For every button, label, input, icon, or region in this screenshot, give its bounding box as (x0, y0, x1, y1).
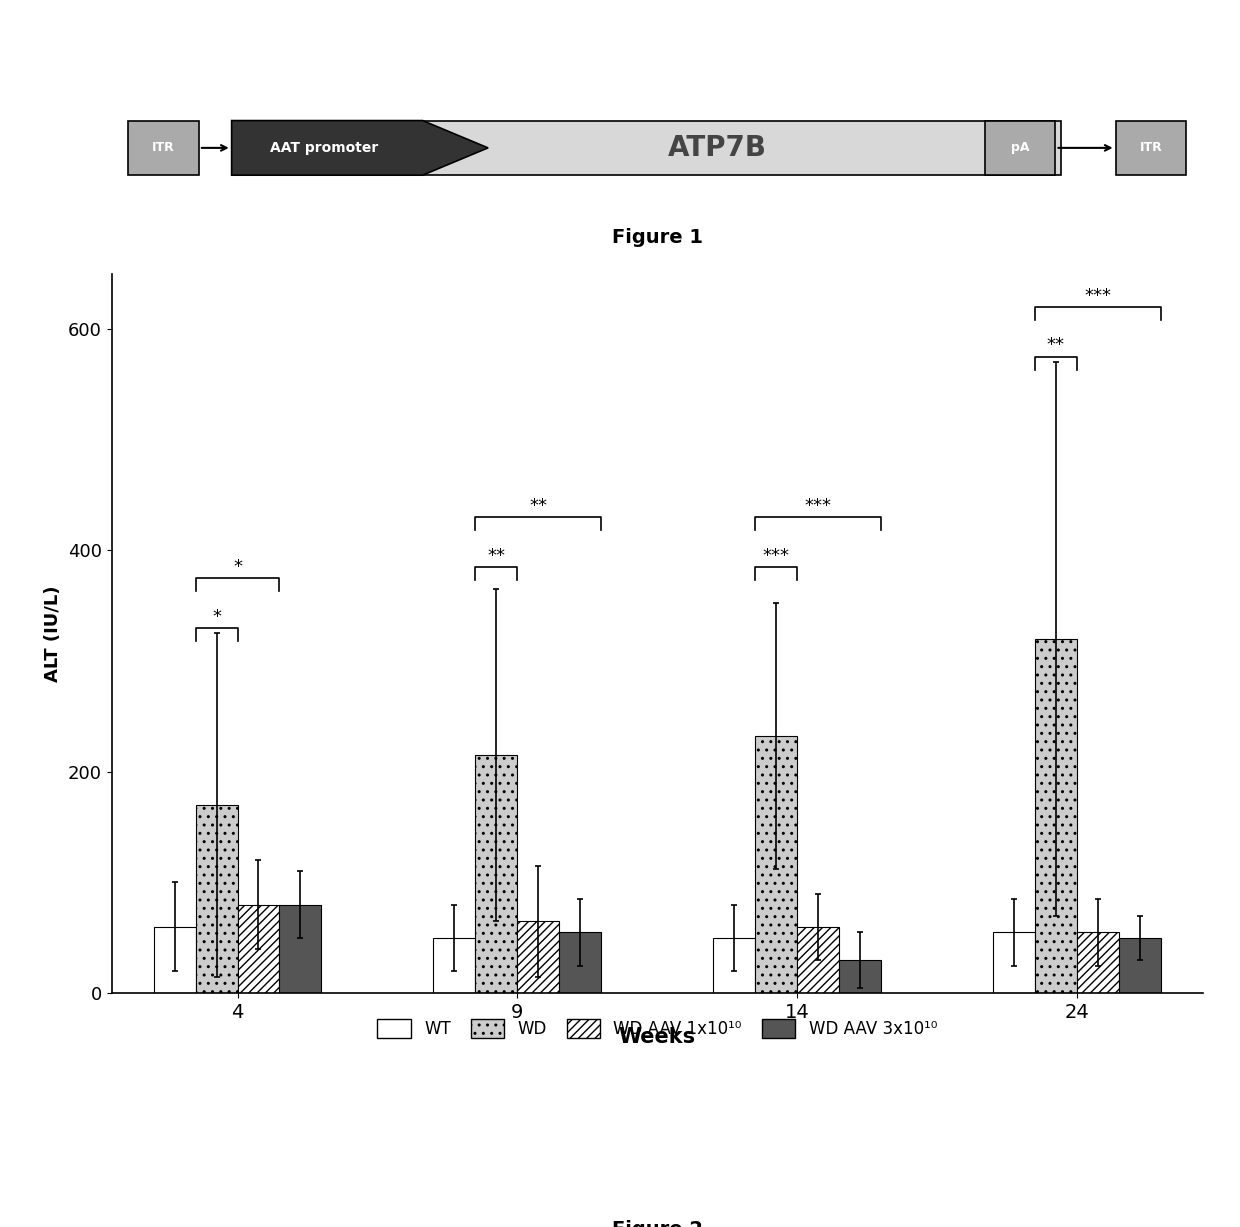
Text: *: * (212, 607, 221, 626)
Text: **: ** (1047, 336, 1065, 355)
Bar (196, 805, 238, 993)
Text: Figure 2: Figure 2 (611, 1220, 703, 1227)
Bar (433, 937, 475, 993)
Text: ***: *** (805, 497, 832, 515)
Text: **: ** (487, 547, 506, 564)
FancyBboxPatch shape (128, 120, 198, 175)
Bar (559, 933, 601, 993)
Text: *: * (233, 558, 242, 575)
X-axis label: Weeks: Weeks (619, 1027, 696, 1048)
Bar (1035, 639, 1076, 993)
Text: ITR: ITR (153, 141, 175, 155)
Legend: WT, WD, WD AAV 1x10¹⁰, WD AAV 3x10¹⁰: WT, WD, WD AAV 1x10¹⁰, WD AAV 3x10¹⁰ (371, 1012, 944, 1044)
Polygon shape (232, 120, 489, 175)
Bar (993, 933, 1035, 993)
Text: ITR: ITR (1140, 141, 1162, 155)
FancyBboxPatch shape (985, 120, 1055, 175)
FancyBboxPatch shape (1116, 120, 1187, 175)
FancyBboxPatch shape (280, 120, 1061, 175)
Bar (279, 904, 321, 993)
Text: pA: pA (1011, 141, 1029, 155)
Text: ATP7B: ATP7B (667, 134, 766, 162)
Bar (797, 926, 839, 993)
Text: AAT promoter: AAT promoter (270, 141, 378, 155)
Text: ***: *** (763, 547, 790, 564)
Text: ***: *** (1084, 287, 1111, 304)
Bar (517, 921, 559, 993)
Text: Figure 1: Figure 1 (611, 227, 703, 247)
Bar (1118, 937, 1161, 993)
Text: **: ** (529, 497, 547, 515)
Bar (154, 926, 196, 993)
Bar (839, 960, 882, 993)
Y-axis label: ALT (IU/L): ALT (IU/L) (45, 585, 62, 682)
Bar (475, 755, 517, 993)
Bar (238, 904, 279, 993)
Bar (755, 736, 797, 993)
Bar (1076, 933, 1118, 993)
Bar (713, 937, 755, 993)
